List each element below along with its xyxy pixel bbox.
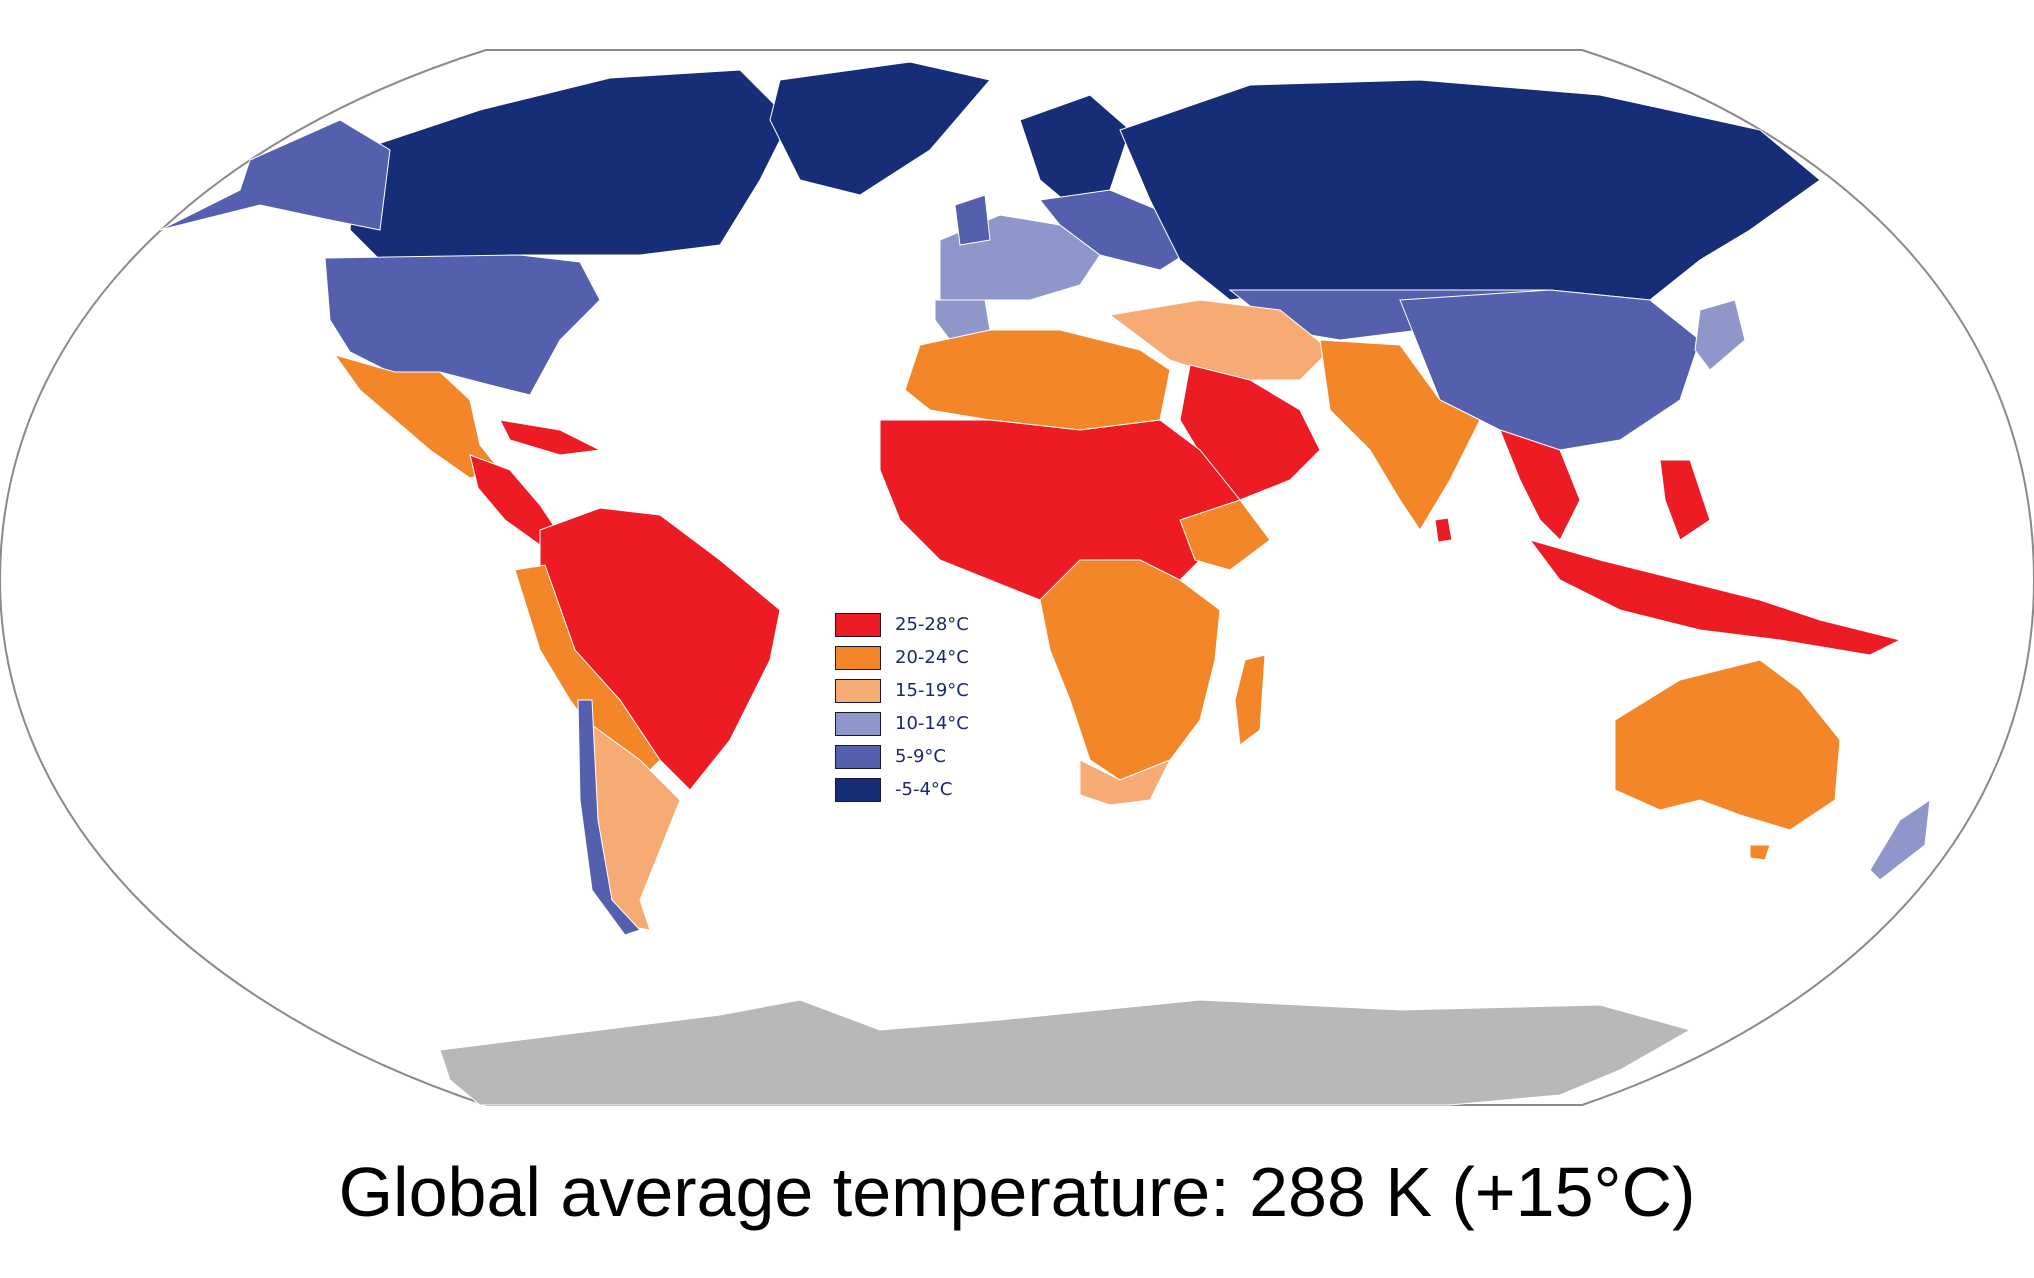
region-turkey-iran (1108, 299, 1331, 381)
region-india (1319, 339, 1481, 531)
legend-swatch (835, 744, 881, 769)
legend-row: 15-19°C (835, 674, 969, 707)
legend-label: 5-9°C (895, 746, 946, 767)
temperature-legend: 25-28°C 20-24°C 15-19°C 10-14°C 5-9°C -5… (835, 608, 969, 806)
region-united-states (324, 254, 601, 396)
region-north-america-north (349, 69, 791, 261)
region-sri-lanka (1434, 517, 1453, 543)
legend-row: 25-28°C (835, 608, 969, 641)
region-caribbean (499, 419, 602, 456)
legend-swatch (835, 678, 881, 703)
legend-label: 10-14°C (895, 713, 969, 734)
region-indonesia (1528, 539, 1902, 656)
region-russia (1119, 79, 1821, 301)
region-madagascar (1234, 654, 1266, 746)
region-greenland (769, 61, 991, 196)
legend-row: -5-4°C (835, 773, 969, 806)
region-alaska (159, 119, 391, 231)
legend-swatch (835, 612, 881, 637)
region-central-south-africa (1039, 559, 1221, 781)
region-australia (1614, 659, 1841, 831)
legend-label: 25-28°C (895, 614, 969, 635)
region-tasmania (1749, 844, 1771, 861)
region-southeast-asia (1499, 429, 1581, 541)
legend-row: 5-9°C (835, 740, 969, 773)
region-japan (1694, 299, 1746, 371)
region-chile (577, 699, 641, 936)
legend-swatch (835, 645, 881, 670)
region-arabia (1179, 364, 1321, 501)
region-horn-africa (1179, 499, 1271, 571)
legend-label: 20-24°C (895, 647, 969, 668)
legend-row: 20-24°C (835, 641, 969, 674)
region-new-zealand (1869, 798, 1931, 881)
legend-swatch (835, 711, 881, 736)
legend-label: 15-19°C (895, 680, 969, 701)
legend-label: -5-4°C (895, 779, 953, 800)
region-antarctica (439, 999, 1692, 1106)
region-uk (954, 194, 991, 246)
map-caption: Global average temperature: 288 K (+15°C… (338, 1153, 1696, 1231)
legend-swatch (835, 777, 881, 802)
region-china (1399, 289, 1701, 451)
region-philippines (1659, 459, 1711, 541)
region-south-africa (1079, 759, 1172, 806)
legend-row: 10-14°C (835, 707, 969, 740)
